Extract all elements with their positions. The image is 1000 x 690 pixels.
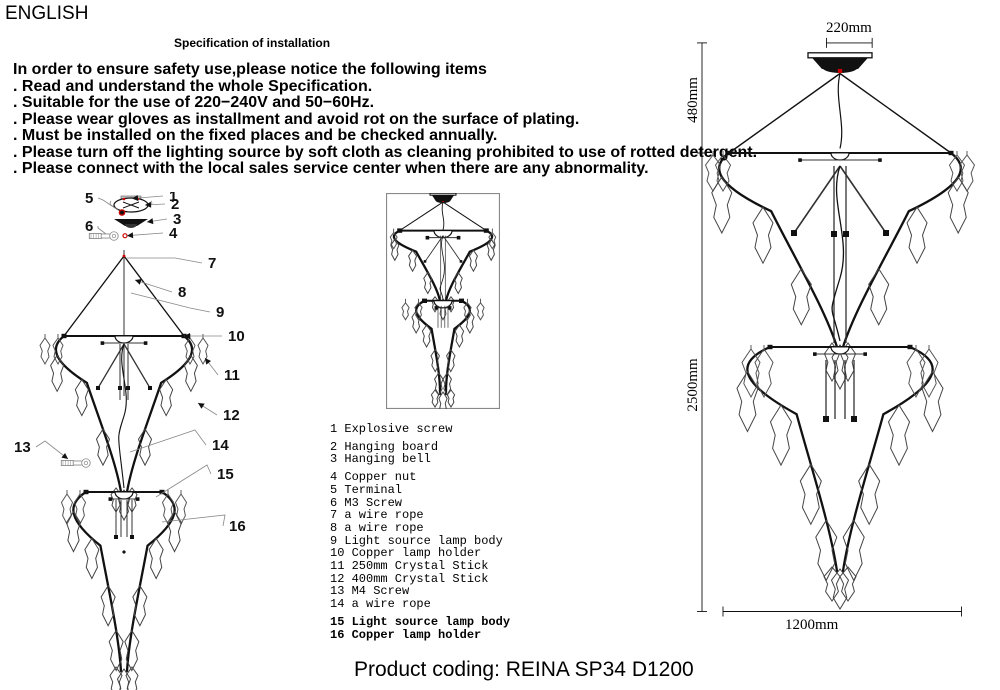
svg-text:9: 9 [216,304,224,321]
svg-text:16: 16 [229,518,246,535]
svg-text:11: 11 [224,367,240,384]
svg-text:14: 14 [212,437,229,454]
svg-text:13: 13 [14,439,31,456]
svg-text:15: 15 [217,466,234,483]
svg-text:8: 8 [178,284,186,301]
svg-text:12: 12 [223,407,240,424]
svg-text:7: 7 [208,255,216,272]
svg-text:10: 10 [228,328,245,345]
